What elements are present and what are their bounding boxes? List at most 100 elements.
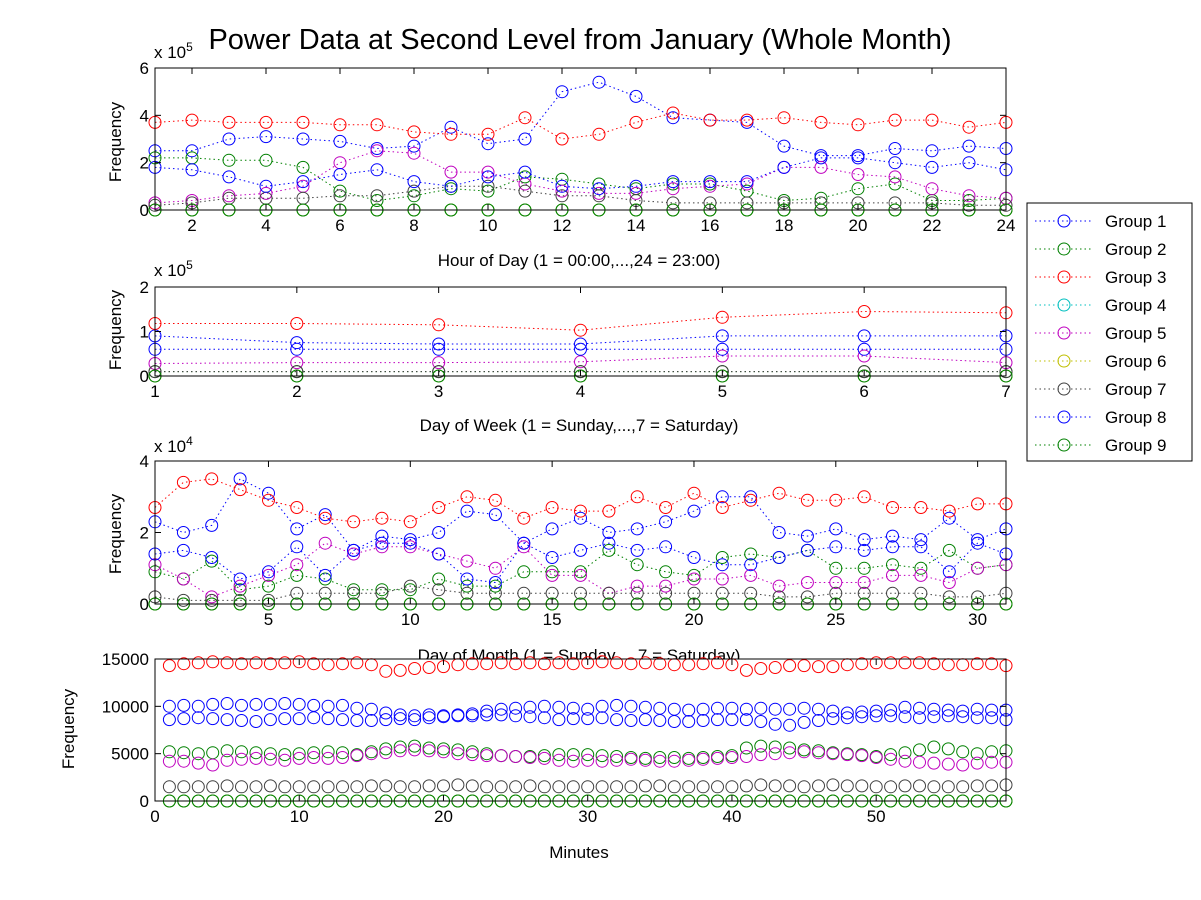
hour-point-group8: [370, 163, 384, 177]
minutes-point-group7: [249, 780, 263, 794]
minutes-point-group1: [927, 702, 941, 716]
minutes-point-group1: [840, 706, 854, 720]
minutes-point-group5: [480, 749, 494, 763]
hour-point-group8: [222, 170, 236, 184]
month-x-tick-label: 25: [826, 610, 845, 629]
month-point-group8: [432, 547, 446, 561]
week-point-group8: [574, 342, 587, 356]
minutes-point-group8: [725, 713, 739, 727]
hour-point-group8: [444, 179, 458, 193]
minutes-point-group2: [739, 741, 753, 755]
month-point-group1: [262, 486, 275, 500]
month-point-group8: [403, 536, 417, 550]
minutes-point-group3: [220, 656, 234, 670]
month-point-group2: [517, 565, 531, 579]
minutes-point-group1: [220, 697, 234, 710]
hour-point-group5: [703, 179, 717, 193]
minutes-point-group1: [566, 701, 580, 715]
minutes-point-group5: [797, 745, 811, 759]
minutes-point-group8: [941, 709, 955, 723]
hour-point-group8: [777, 160, 791, 174]
minutes-point-group3: [494, 656, 508, 670]
month-axes-background: [155, 461, 1006, 604]
minutes-point-group8: [581, 712, 595, 726]
minutes-point-group3: [610, 656, 624, 670]
minutes-point-group3: [263, 657, 277, 671]
subplot-minutes: Frequency Minutes 0 10 20 30 40 50 0 5000 10000 1…: [59, 650, 1013, 862]
month-x-tick-label: 10: [401, 610, 420, 629]
month-point-group1: [432, 526, 446, 539]
minutes-point-group7: [552, 780, 566, 794]
month-point-group3: [318, 511, 332, 525]
minutes-point-group8: [898, 710, 912, 724]
minutes-point-group8: [653, 714, 667, 727]
hour-point-group2: [370, 194, 384, 207]
minutes-point-group2: [336, 746, 349, 760]
month-point-group3: [772, 486, 786, 500]
minutes-point-group3: [985, 657, 999, 671]
week-x-tick-label: 2: [292, 382, 301, 401]
month-point-group1: [800, 529, 814, 543]
minutes-point-group3: [465, 657, 479, 671]
hour-point-group2: [851, 182, 865, 196]
minutes-point-group3: [869, 656, 883, 670]
minutes-point-group5: [364, 747, 378, 761]
minutes-point-group8: [884, 709, 898, 723]
minutes-point-group1: [191, 699, 205, 713]
legend-label-group2: Group 2: [1105, 240, 1166, 259]
hour-point-group2: [481, 184, 495, 198]
minutes-y-tick-label: 5000: [111, 745, 149, 764]
month-point-group8: [687, 551, 701, 564]
hour-point-group3: [296, 115, 310, 129]
minutes-point-group7: [898, 779, 912, 793]
month-point-group5: [375, 540, 389, 554]
minutes-point-group2: [754, 739, 768, 753]
month-point-group8: [233, 572, 247, 586]
minutes-point-group7: [220, 779, 234, 793]
week-point-group7: [290, 365, 304, 379]
minutes-point-group8: [162, 713, 176, 727]
hour-point-group8: [296, 175, 310, 189]
hour-point-group5: [370, 144, 384, 158]
hour-point-group5: [962, 189, 976, 203]
hour-point-group1: [407, 139, 421, 153]
minutes-point-group8: [307, 711, 321, 725]
month-point-group1: [545, 522, 559, 536]
month-point-group1: [205, 518, 219, 532]
hour-point-group1: [444, 120, 458, 134]
week-point-group5: [715, 349, 729, 363]
minutes-point-group7: [725, 780, 739, 794]
minutes-point-group7: [206, 780, 220, 794]
minutes-point-group5: [595, 754, 609, 768]
hour-x-tick-label: 22: [923, 216, 942, 235]
hour-point-group7: [333, 189, 347, 203]
minutes-point-group2: [610, 750, 624, 763]
minutes-point-group3: [711, 656, 724, 670]
hour-point-group3: [555, 132, 569, 146]
minutes-point-group1: [336, 698, 349, 712]
minutes-point-group1: [768, 702, 782, 716]
minutes-point-group8: [840, 711, 854, 725]
month-point-group3: [290, 501, 304, 514]
minutes-point-group7: [566, 780, 580, 794]
week-x-tick-label: 5: [718, 382, 727, 401]
month-point-group5: [829, 576, 843, 589]
week-point-group1: [290, 336, 304, 350]
minutes-point-group7: [364, 779, 378, 793]
hour-point-group3: [777, 111, 791, 125]
minutes-point-group2: [768, 740, 782, 754]
hour-point-group5: [259, 186, 273, 200]
minutes-point-group8: [480, 708, 494, 722]
minutes-point-group7: [523, 779, 537, 793]
minutes-point-group8: [422, 711, 436, 725]
hour-point-group2: [222, 153, 236, 167]
minutes-point-group8: [336, 713, 349, 727]
hour-point-group3: [962, 120, 976, 134]
week-point-group3: [715, 310, 729, 324]
minutes-point-group5: [191, 756, 205, 770]
minutes-point-group2: [783, 741, 797, 755]
minutes-point-group2: [307, 746, 321, 760]
minutes-point-group7: [826, 778, 840, 792]
hour-point-group5: [407, 146, 421, 160]
minutes-point-group3: [552, 656, 566, 670]
